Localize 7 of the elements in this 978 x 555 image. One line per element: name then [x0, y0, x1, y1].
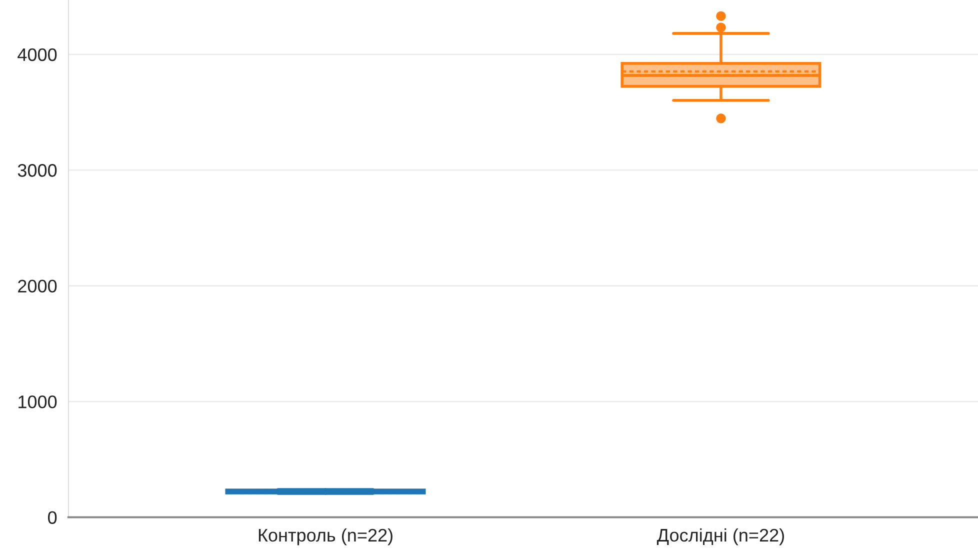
- y-tick-label: 4000: [18, 48, 57, 62]
- x-tick-label: Дослідні (n=22): [656, 528, 784, 546]
- y-tick-label: 0: [48, 511, 57, 524]
- y-tick-label: 1000: [18, 395, 57, 408]
- y-tick-label: 3000: [18, 164, 57, 177]
- x-tick-label: Контроль (n=22): [258, 528, 392, 546]
- y-tick-label: 2000: [18, 280, 57, 293]
